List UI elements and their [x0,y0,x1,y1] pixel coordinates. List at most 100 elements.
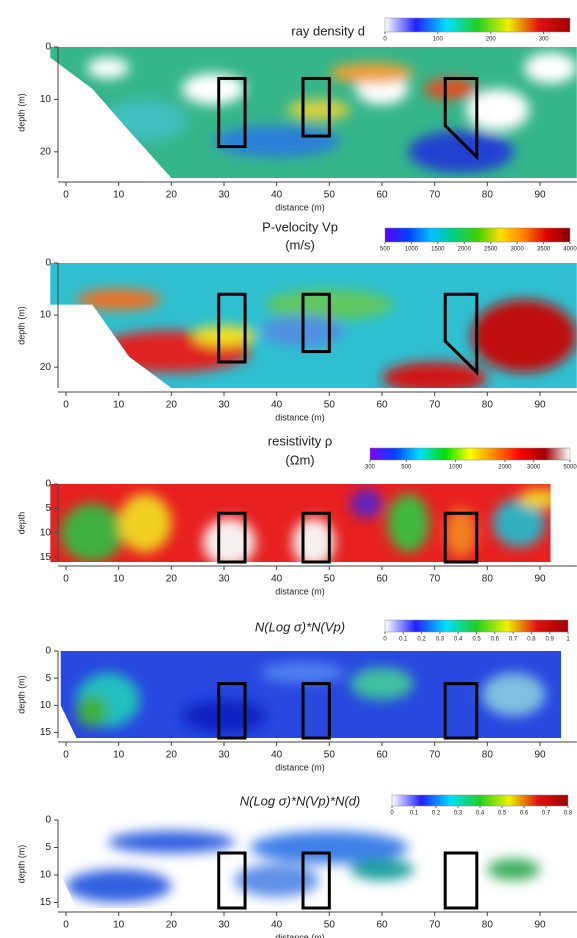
colorbar-tick-label: 4000 [563,247,577,253]
x-tick-label: 80 [482,750,494,761]
panel-subtitle: (m/s) [285,237,315,252]
colorbar [385,18,570,32]
x-tick-label: 0 [63,400,69,411]
colorbar-tick-label: 100 [433,37,444,43]
y-tick-label: 10 [40,870,52,881]
x-tick-label: 60 [376,920,388,931]
colorbar-tick-label: 0 [383,637,387,643]
figure: 010200102030405060708090distance (m)dept… [0,0,577,938]
x-tick-label: 40 [271,400,283,411]
y-tick-label: 0 [45,258,51,269]
tomogram-blob [350,859,413,881]
page: {"chart_data": [ {"type": "heatmap", "ti… [0,0,577,938]
colorbar-tick-label: 0.5 [498,811,507,817]
tomogram-blob [66,870,171,903]
colorbar-tick-label: 0.4 [476,811,485,817]
tomogram-blob [77,695,109,728]
tomogram-blob [387,494,429,553]
colorbar-tick-label: 0.3 [436,637,445,643]
colorbar-tick-label: 0.3 [454,811,463,817]
colorbar-tick-label: 5000 [563,465,577,471]
x-tick-label: 40 [271,750,283,761]
x-tick-label: 30 [218,920,230,931]
x-tick-label: 10 [113,400,125,411]
y-tick-label: 10 [40,310,52,321]
colorbar-tick-label: 0 [383,37,387,43]
x-tick-label: 40 [271,920,283,931]
colorbar-tick-label: 0.9 [546,637,555,643]
tomogram-blob [77,289,161,310]
colorbar-tick-label: 0.1 [399,637,408,643]
x-tick-label: 20 [166,750,178,761]
x-tick-label: 30 [218,190,230,201]
y-tick-label: 20 [40,362,52,373]
x-tick-label: 70 [429,400,441,411]
tomogram-blob [103,99,187,141]
tomogram-blob [350,667,413,700]
x-tick-label: 60 [376,750,388,761]
tomogram-blob [235,864,319,897]
x-tick-label: 20 [166,920,178,931]
x-tick-label: 90 [534,400,546,411]
x-tick-label: 50 [324,400,336,411]
y-tick-label: 15 [40,897,52,908]
tomogram [50,47,577,178]
panel-title: ray density d [291,23,365,38]
x-tick-label: 80 [482,190,494,201]
colorbar-tick-label: 3500 [537,247,551,253]
y-tick-label: 5 [45,673,51,684]
x-tick-label: 80 [482,400,494,411]
colorbar-tick-label: 0.7 [509,637,518,643]
panel-title: P-velocity Vp [262,219,338,234]
colorbar-tick-label: 0.7 [542,811,551,817]
x-tick-label: 0 [63,190,69,201]
y-tick-label: 15 [40,552,52,563]
y-axis-label: depth (m) [16,93,26,132]
x-tick-label: 30 [218,574,230,585]
colorbar-tick-label: 0.2 [417,637,426,643]
colorbar-tick-label: 0.2 [432,811,441,817]
colorbar-tick-label: 2500 [484,247,498,253]
colorbar-tick-label: 3000 [527,465,541,471]
x-tick-label: 60 [376,190,388,201]
tomogram-blob [472,299,577,372]
colorbar [370,448,570,460]
x-tick-label: 0 [63,750,69,761]
tomogram-blob [424,78,477,99]
tomogram-blob [350,489,382,518]
colorbar-tick-label: 300 [539,37,550,43]
y-tick-label: 10 [40,700,52,711]
x-tick-label: 30 [218,750,230,761]
x-tick-label: 10 [113,920,125,931]
y-tick-label: 15 [40,727,52,738]
tomogram-blob [524,52,577,83]
colorbar-tick-label: 0.8 [564,811,573,817]
tomogram-blob [203,518,256,567]
panel-title: N(Log σ)*N(Vp) [255,619,345,634]
tomogram-blob [213,126,339,157]
y-axis-label: depth (m) [16,306,26,345]
tomogram-blob [119,494,172,553]
panel-title: N(Log σ)*N(Vp)*N(d) [240,793,361,808]
colorbar-tick-label: 0.8 [527,637,536,643]
tomogram-blob [182,700,266,733]
tomogram-blob [487,859,540,881]
colorbar [385,620,568,632]
tomogram-blob [261,662,345,684]
x-tick-label: 50 [324,190,336,201]
colorbar-tick-label: 0.4 [454,637,463,643]
tomogram-blob [408,131,513,173]
y-axis-label: depth (m) [16,845,26,884]
colorbar-tick-label: 1000 [405,247,419,253]
y-tick-label: 0 [45,42,51,53]
x-tick-label: 40 [271,190,283,201]
colorbar-tick-label: 0 [390,811,394,817]
tomogram-blob [482,673,545,717]
x-axis-label: distance (m) [275,762,325,772]
x-tick-label: 40 [271,574,283,585]
colorbar-tick-label: 300 [365,465,376,471]
tomogram [50,820,577,908]
x-tick-label: 20 [166,400,178,411]
